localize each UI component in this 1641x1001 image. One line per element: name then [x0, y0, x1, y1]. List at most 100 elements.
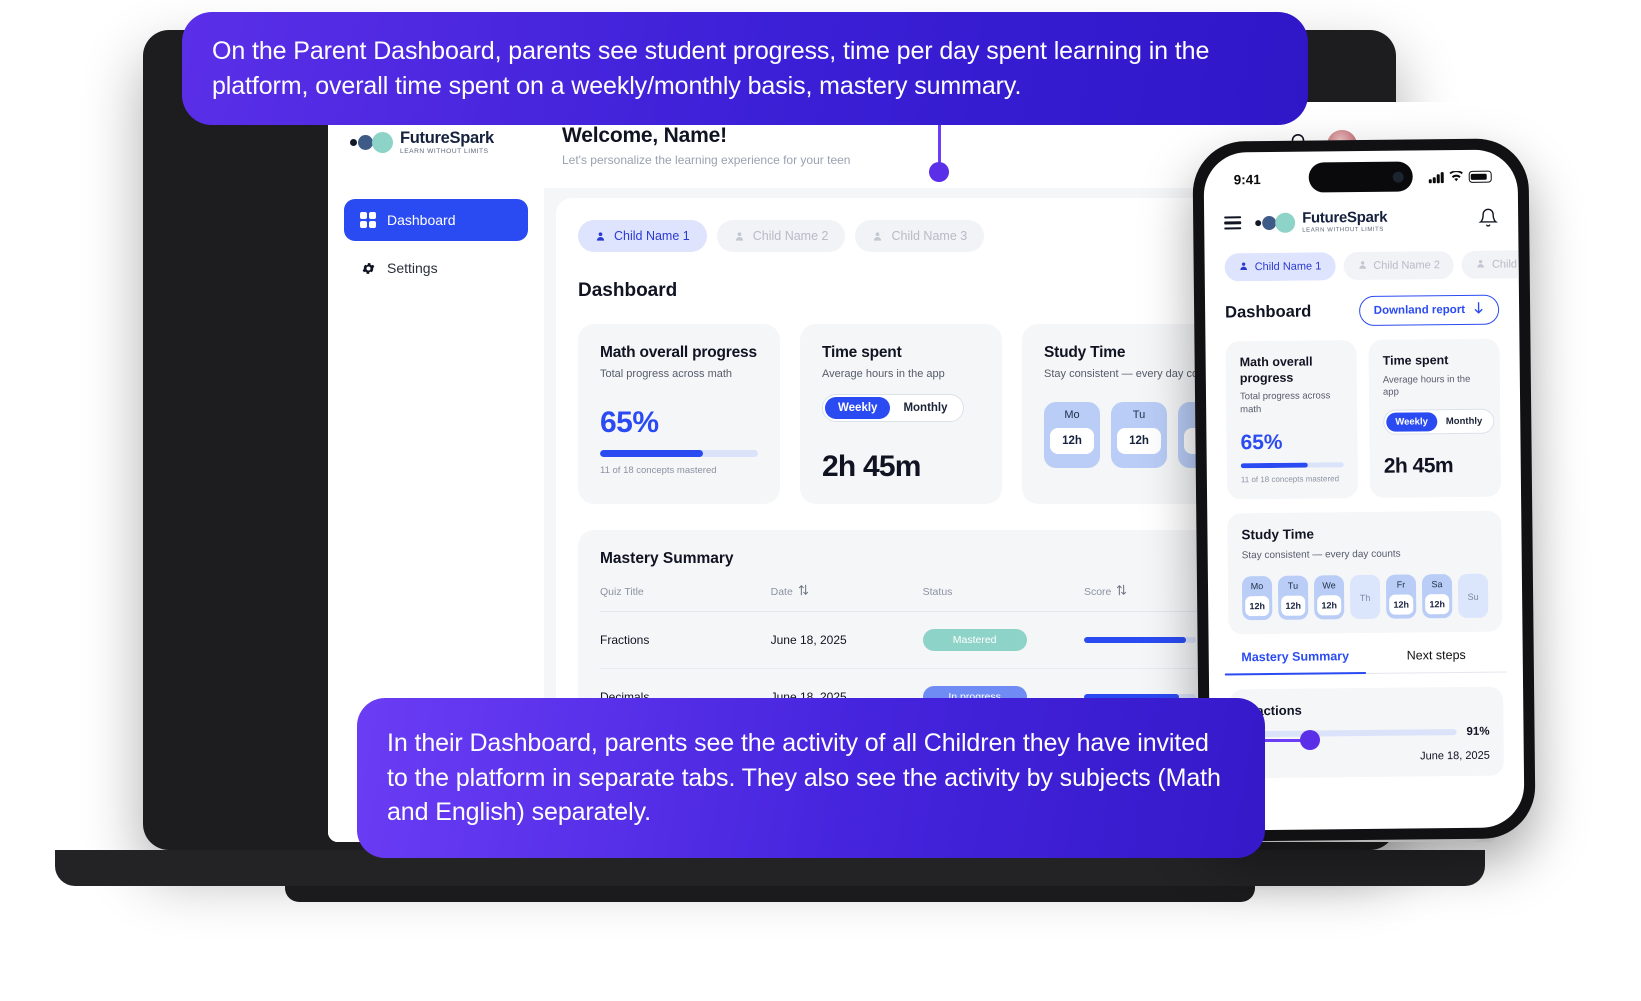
mobile-study-day-label: Su [1467, 591, 1479, 602]
brand-logo: FutureSpark LEARN WITHOUT LIMITS [344, 124, 528, 155]
mobile-period-monthly-button[interactable]: Monthly [1445, 416, 1483, 428]
mobile-study-day-chip[interactable]: Tu 12h [1277, 576, 1309, 621]
brand-logo: FutureSpark LEARN WITHOUT LIMITS [1255, 208, 1388, 234]
pointer-dot-top [929, 162, 949, 182]
study-day-chip[interactable]: Tu 12h [1111, 402, 1167, 468]
person-icon [595, 231, 606, 242]
card-title: Study Time [1241, 526, 1315, 543]
period-weekly-button[interactable]: Weekly [825, 397, 891, 419]
download-arrow-icon [1473, 302, 1484, 318]
mobile-row-date: June 18, 2025 [1420, 750, 1490, 763]
mobile-title-row: Dashboard Downland report [1205, 278, 1519, 327]
logo-dots-icon [350, 132, 393, 154]
laptop-foot [285, 886, 1255, 902]
study-day-value: 12h [1117, 428, 1161, 454]
mobile-study-day-chip[interactable]: Mo 12h [1241, 576, 1273, 621]
brand-name: FutureSpark [1302, 208, 1388, 227]
mobile-child-tab-3[interactable]: Child Na [1461, 250, 1519, 279]
sidebar-item-settings[interactable]: Settings [344, 247, 528, 289]
card-subtitle: Total progress across math [1239, 390, 1331, 416]
cell-quiz-title: Fractions [600, 611, 771, 669]
phone-screen: 9:41 [1203, 149, 1525, 831]
status-indicators [1428, 169, 1492, 185]
welcome-subtitle: Let's personalize the learning experienc… [562, 152, 851, 167]
mastery-title: Mastery Summary [600, 550, 734, 567]
card-title: Time spent [1382, 353, 1449, 368]
col-date[interactable]: Date [770, 584, 923, 612]
mobile-tab-next-steps[interactable]: Next steps [1365, 647, 1507, 675]
period-monthly-button[interactable]: Monthly [903, 402, 948, 414]
col-status: Status [922, 584, 1084, 612]
sidebar-item-dashboard[interactable]: Dashboard [344, 199, 528, 242]
math-progress-value: 65% [600, 406, 659, 439]
sort-icon[interactable] [1116, 584, 1127, 599]
brand-tagline: LEARN WITHOUT LIMITS [1302, 226, 1384, 234]
child-tab-label: Child Name 3 [891, 229, 968, 243]
mobile-study-day-chip[interactable]: We 12h [1313, 575, 1345, 620]
score-bar [1083, 694, 1196, 700]
mobile-study-day-label: Mo [1250, 581, 1264, 592]
cell-date: June 18, 2025 [770, 611, 923, 669]
sidebar-item-label: Dashboard [387, 212, 456, 229]
front-camera [1392, 171, 1404, 183]
sort-icon[interactable] [798, 584, 809, 599]
card-title: Time spent [822, 344, 902, 361]
study-day-label: Mo [1064, 409, 1080, 421]
mobile-study-time-days: Mo 12h Tu 12h We 12h Th Fr 12h Sa 12h Su [1241, 574, 1489, 621]
callout-bottom: In their Dashboard, parents see the acti… [357, 698, 1265, 858]
mobile-math-progress-bar [1240, 462, 1344, 469]
mobile-study-day-label: We [1322, 580, 1336, 591]
mobile-study-day-chip[interactable]: Sa 12h [1421, 574, 1453, 619]
study-day-chip[interactable]: Mo 12h [1044, 402, 1100, 468]
person-icon [1357, 259, 1367, 272]
card-title: Study Time [1044, 344, 1126, 361]
mobile-study-time-card: Study Time Stay consistent — every day c… [1227, 510, 1503, 635]
card-title: Math overall progress [600, 344, 757, 361]
child-tab-1[interactable]: Child Name 1 [578, 220, 707, 252]
person-icon [1476, 258, 1486, 271]
card-subtitle: Average hours in the app [822, 368, 945, 380]
hamburger-icon[interactable] [1224, 216, 1242, 230]
mobile-study-day-chip[interactable]: Su [1457, 574, 1489, 619]
card-subtitle: Average hours in the app [1382, 373, 1471, 399]
mobile-math-value: 65% [1240, 430, 1283, 455]
score-bar [1083, 637, 1196, 643]
mobile-subtabs: Mastery Summary Next steps [1224, 647, 1507, 676]
mobile-child-tab-label: Child Na [1491, 258, 1519, 271]
mobile-time-card: Time spent Average hours in the app Week… [1368, 338, 1502, 498]
table-header-row: Quiz Title Date [600, 584, 1232, 612]
time-spent-value: 2h 45m [822, 450, 921, 483]
mobile-math-note: 11 of 18 concepts mastered [1240, 474, 1340, 485]
pointer-dot-bottom [1300, 730, 1320, 750]
mobile-child-tab-1[interactable]: Child Name 1 [1224, 252, 1336, 282]
mobile-study-day-value: 12h [1317, 595, 1342, 616]
page-title: Dashboard [578, 280, 678, 301]
mobile-study-day-label: Fr [1396, 580, 1406, 591]
mobile-study-day-value: 12h [1281, 596, 1306, 617]
card-subtitle: Stay consistent — every day counts [1044, 368, 1219, 380]
mobile-period-toggle: Weekly Monthly [1383, 408, 1495, 436]
mobile-study-day-chip[interactable]: Th [1349, 575, 1381, 620]
mobile-header: FutureSpark LEARN WITHOUT LIMITS [1204, 197, 1518, 235]
math-progress-bar [600, 450, 758, 457]
mobile-child-tab-2[interactable]: Child Name 2 [1343, 251, 1455, 281]
brand-tagline: LEARN WITHOUT LIMITS [400, 147, 489, 155]
mobile-study-day-chip[interactable]: Fr 12h [1385, 574, 1417, 620]
child-tab-3[interactable]: Child Name 3 [855, 220, 985, 252]
mobile-child-tab-label: Child Name 1 [1254, 260, 1322, 274]
child-tab-2[interactable]: Child Name 2 [716, 220, 846, 252]
cell-status: Mastered [922, 611, 1084, 669]
child-tabs: Child Name 1 Child Name 2 [578, 220, 1464, 252]
mobile-mastery-row: Fractions 91% June 18, 2025 [1229, 686, 1505, 779]
download-report-button[interactable]: Downland report [1358, 294, 1500, 327]
mobile-period-weekly-button[interactable]: Weekly [1386, 412, 1437, 433]
pointer-line-bottom [1248, 739, 1310, 742]
col-quiz-title: Quiz Title [600, 584, 771, 612]
person-icon [734, 231, 745, 242]
person-icon [1239, 261, 1249, 274]
welcome-block: Welcome, Name! Let's personalize the lea… [562, 124, 850, 167]
bell-icon[interactable] [1478, 208, 1499, 233]
mobile-tab-mastery-summary[interactable]: Mastery Summary [1224, 649, 1366, 676]
